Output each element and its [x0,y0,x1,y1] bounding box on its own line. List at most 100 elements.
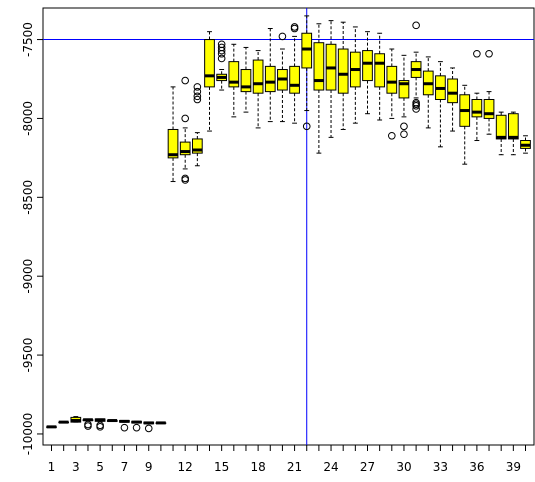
outlier-point [217,54,226,63]
box-body [301,32,313,69]
box-body [495,114,507,140]
outlier-point [96,423,104,431]
box-body [507,113,519,140]
box-body [264,65,276,93]
y-tick-label: -10000 [21,413,35,456]
box-25 [337,21,349,130]
box-body [191,138,203,154]
outlier-point [302,122,311,131]
box-11 [167,86,179,183]
box-body [447,78,458,104]
x-tick-label: 5 [96,460,104,474]
box-body [228,61,240,88]
x-tick-label: 15 [214,460,229,474]
outlier-point [96,421,104,430]
box-7 [119,419,130,432]
x-tick-label: 9 [145,460,153,474]
box-body [313,42,325,91]
x-tick-label: 3 [72,460,80,474]
box-2 [58,420,70,424]
box-19 [264,28,276,123]
box-27 [362,31,373,115]
box-29 [386,48,398,140]
outlier-point [412,105,420,113]
box-14 [204,31,215,132]
y-tick-label: -9500 [21,338,35,373]
box-37 [483,49,495,135]
box-body [179,141,191,156]
outlier-point [217,49,226,58]
box-6 [106,419,118,423]
y-axis: -10000 -9500 -9000 -8500 -8000 -7500 [21,22,43,455]
box-28 [374,32,386,121]
outlier-point [485,49,493,58]
box-body [204,39,215,88]
outlier-point [412,102,420,110]
box-23 [313,23,325,154]
x-tick-label: 36 [469,460,484,474]
y-tick-label: -8500 [21,180,35,215]
outlier-point [84,420,92,429]
x-axis: 1 3 5 7 9 12 15 18 21 24 27 30 33 36 39 [48,445,526,474]
box-8 [131,420,142,432]
outlier-point [193,87,202,96]
box-22 [301,15,313,131]
box-body [289,65,300,94]
outlier-point [181,176,189,184]
outlier-point [84,422,92,430]
box-16 [228,43,240,118]
outlier-point [193,83,202,91]
outlier-point [290,24,299,33]
box-35 [459,84,471,165]
box-9 [143,421,155,433]
outlier-point [400,122,408,131]
box-24 [325,20,337,138]
box-body [362,50,373,82]
box-20 [277,32,288,123]
outlier-point [120,423,129,432]
outlier-point [473,49,481,58]
box-40 [520,135,531,154]
box-body [337,48,349,94]
reference-lines [43,8,534,445]
x-tick-label: 1 [48,460,56,474]
box-body [240,69,252,93]
outlier-point [412,21,420,30]
box-15 [216,40,228,91]
box-10 [155,421,167,425]
box-26 [349,26,361,124]
x-tick-label: 21 [287,460,302,474]
box-30 [398,54,410,139]
box-body [386,65,398,94]
outlier-point [290,23,299,31]
box-body [167,128,179,159]
box-body [483,99,495,119]
outlier-point [181,76,189,85]
box-body [374,53,386,88]
box-21 [289,23,300,124]
box-38 [495,111,507,156]
x-tick-label: 27 [360,460,375,474]
outlier-point [217,46,226,55]
box-17 [240,46,252,113]
x-tick-label: 39 [506,460,521,474]
box-39 [507,111,519,156]
box-18 [252,50,264,129]
outlier-point [181,174,189,183]
box-body [252,59,264,94]
box-34 [447,67,458,132]
outlier-point [193,92,202,101]
x-tick-label: 18 [250,460,265,474]
outlier-point [400,130,408,139]
outlier-point [193,95,202,104]
y-tick-label: -8000 [21,101,35,136]
outlier-point [132,423,141,432]
outlier-point [278,32,287,41]
box-13 [191,83,203,167]
box-5 [94,418,106,431]
box-33 [435,61,446,148]
box-body [398,80,410,99]
box-32 [422,56,434,129]
outlier-point [144,424,153,433]
